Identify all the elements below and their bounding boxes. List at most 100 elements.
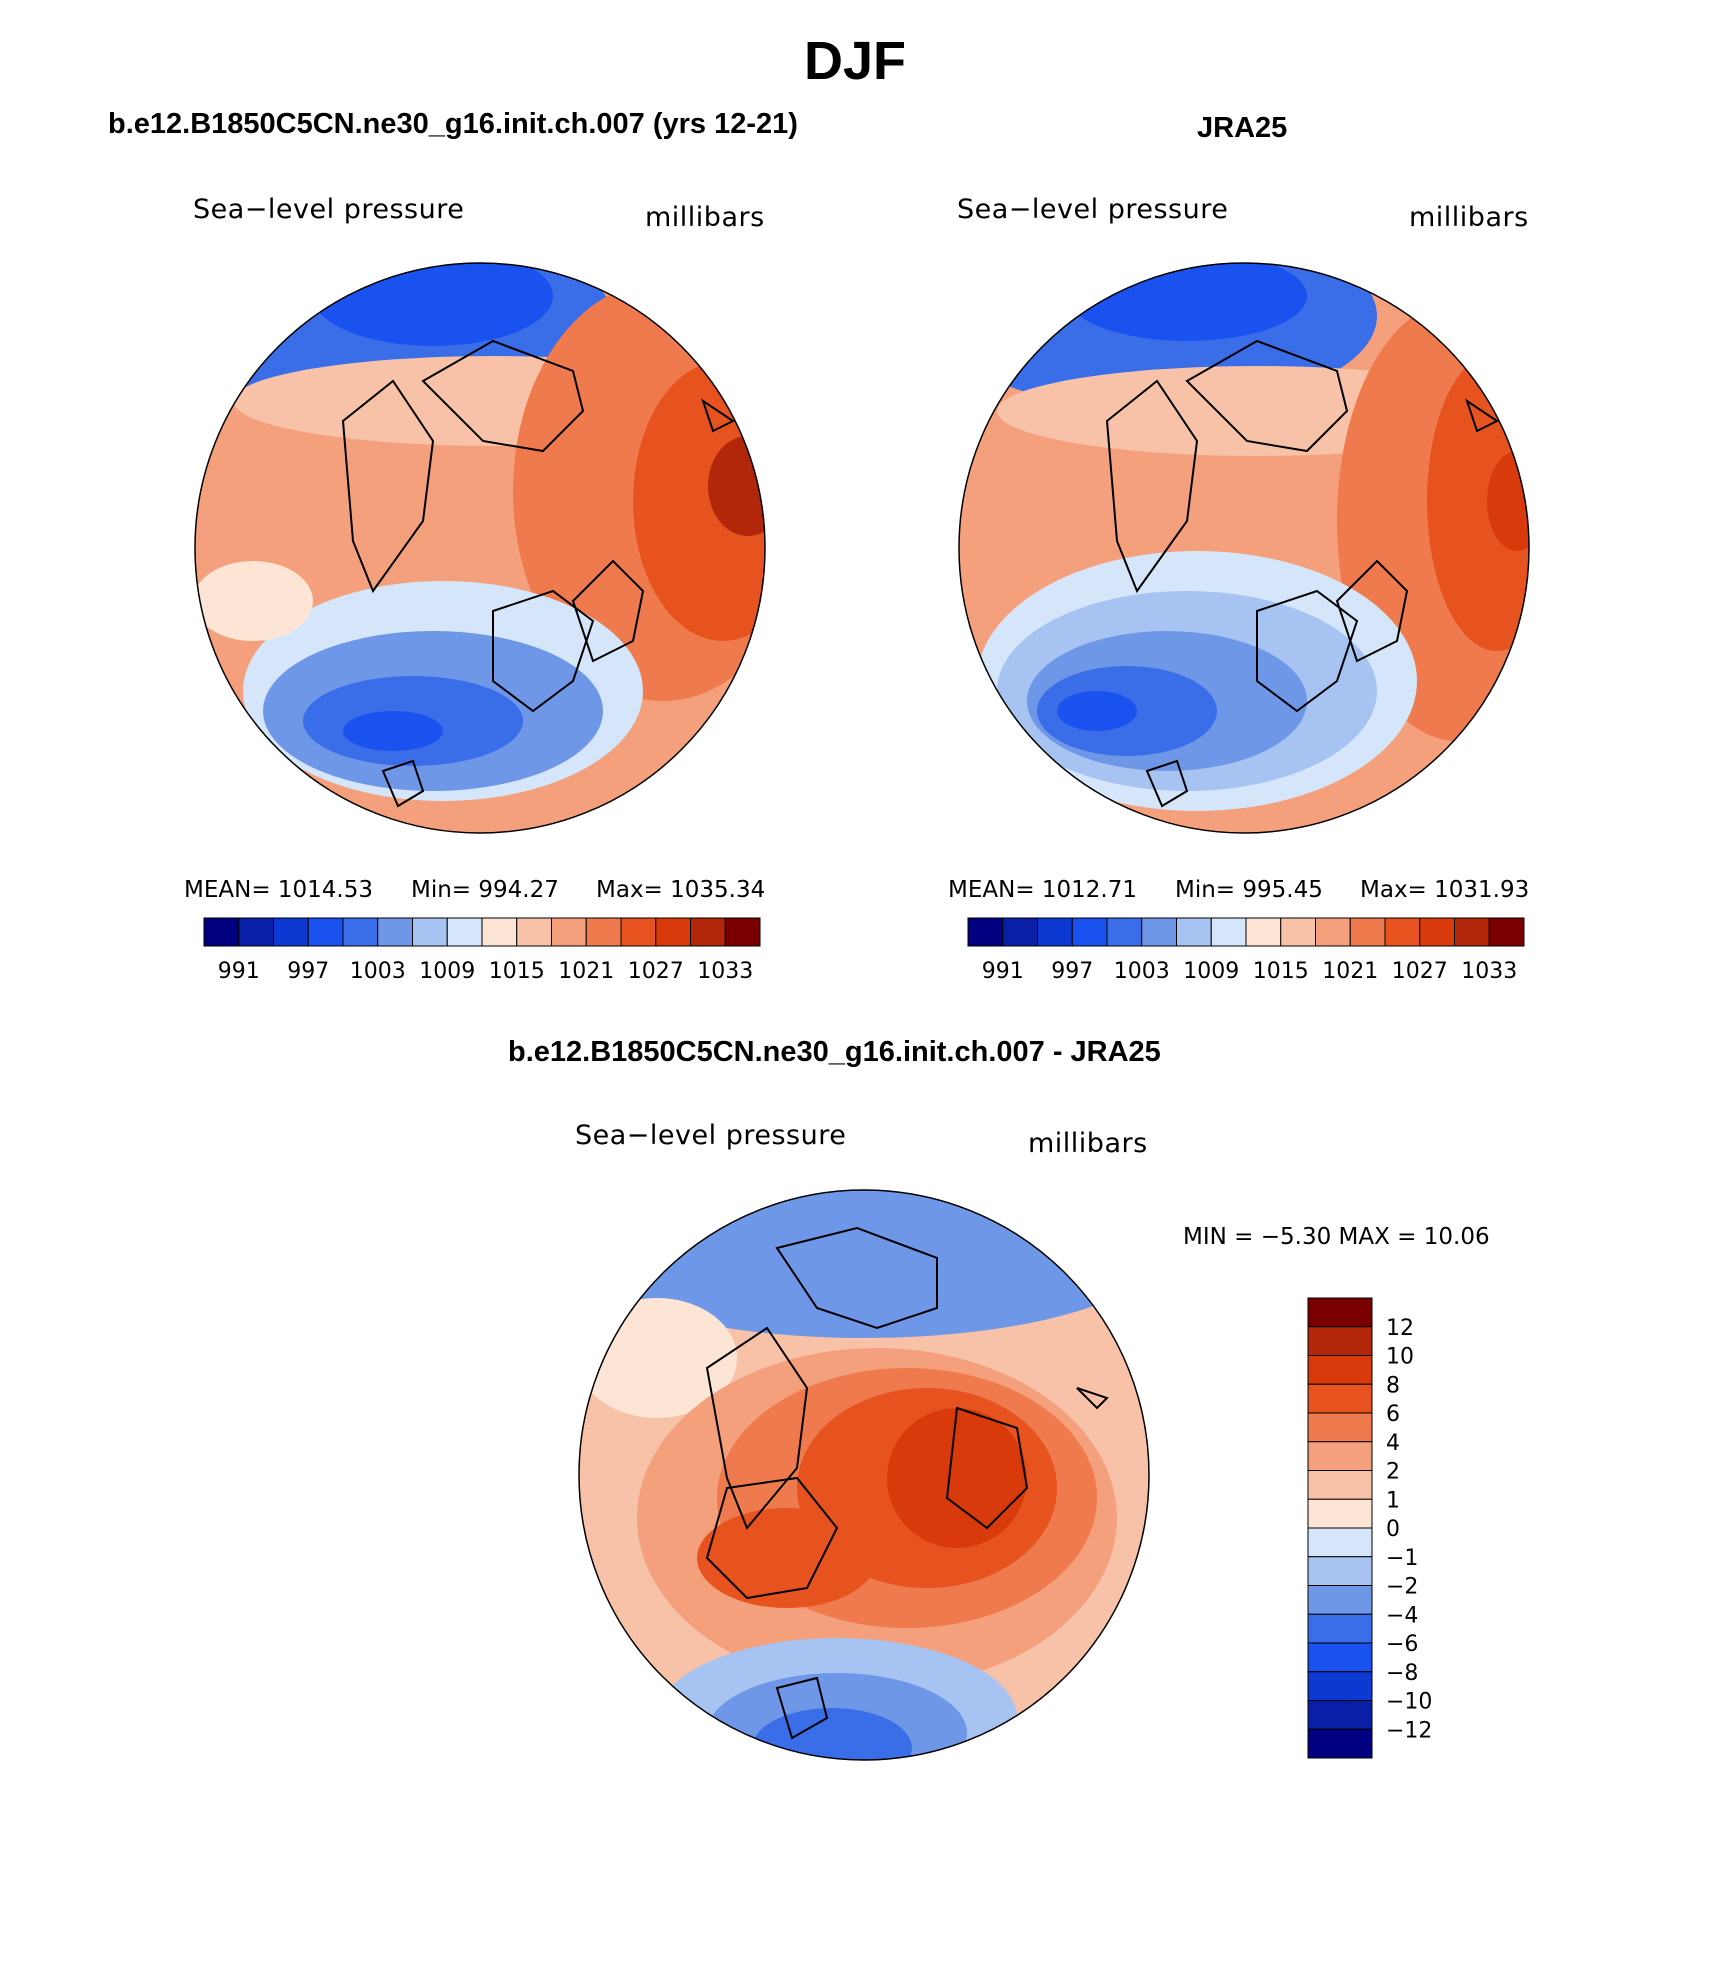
- obs-panel-title: JRA25: [1197, 112, 1288, 144]
- colorbar-tick-label: 1033: [1461, 959, 1517, 984]
- colorbar-tick-label: 991: [982, 959, 1024, 984]
- colorbar-swatch: [1307, 1728, 1373, 1759]
- diff-minmax-stat: MIN = −5.30 MAX = 10.06: [1183, 1224, 1490, 1250]
- model-mean-stat: MEAN= 1014.53: [184, 877, 374, 903]
- colorbar-tick-label: 12: [1386, 1316, 1414, 1341]
- colorbar-tick-label: −10: [1386, 1690, 1432, 1715]
- colorbar-swatch: [412, 917, 448, 947]
- colorbar-swatch: [1349, 917, 1386, 947]
- model-min-stat: Min= 994.27: [411, 877, 559, 903]
- colorbar-tick-label: 1021: [558, 959, 614, 984]
- diff-colorbar: [1307, 1297, 1373, 1759]
- colorbar-swatch: [620, 917, 657, 947]
- colorbar-swatch: [516, 917, 552, 947]
- colorbar-swatch: [203, 917, 240, 947]
- colorbar-tick-label: 1015: [1253, 959, 1309, 984]
- colorbar-swatch: [655, 917, 691, 947]
- colorbar-swatch: [307, 917, 344, 947]
- colorbar-swatch: [1307, 1470, 1373, 1500]
- colorbar-swatch: [481, 917, 518, 947]
- colorbar-tick-label: 1021: [1322, 959, 1378, 984]
- colorbar-tick-label: 1027: [1392, 959, 1448, 984]
- colorbar-swatch: [1307, 1412, 1373, 1443]
- colorbar-swatch: [551, 917, 587, 947]
- colorbar-swatch: [238, 917, 274, 947]
- colorbar-swatch: [1307, 1383, 1373, 1414]
- colorbar-swatch: [1454, 917, 1490, 947]
- colorbar-tick-label: −8: [1386, 1661, 1418, 1686]
- colorbar-tick-label: −6: [1386, 1632, 1418, 1657]
- colorbar-swatch: [1307, 1441, 1373, 1471]
- model-units-label: millibars: [645, 202, 765, 233]
- colorbar-tick-label: 1003: [350, 959, 406, 984]
- colorbar-swatch: [1307, 1671, 1373, 1701]
- page-title: DJF: [803, 31, 906, 91]
- model-colorbar: [203, 917, 761, 947]
- colorbar-tick-label: 1009: [419, 959, 475, 984]
- colorbar-swatch: [1106, 917, 1143, 947]
- diff-panel-title: b.e12.B1850C5CN.ne30_g16.init.ch.007 - J…: [508, 1036, 1161, 1068]
- colorbar-swatch: [1071, 917, 1108, 947]
- colorbar-swatch: [1141, 917, 1177, 947]
- colorbar-tick-label: 1: [1386, 1488, 1400, 1513]
- colorbar-swatch: [1307, 1585, 1373, 1615]
- colorbar-tick-label: −12: [1386, 1718, 1432, 1743]
- colorbar-swatch: [1307, 1498, 1373, 1529]
- colorbar-tick-label: 1015: [489, 959, 545, 984]
- colorbar-tick-label: −1: [1386, 1546, 1418, 1571]
- colorbar-swatch: [585, 917, 622, 947]
- colorbar-swatch: [1280, 917, 1316, 947]
- colorbar-swatch: [273, 917, 309, 947]
- colorbar-swatch: [1307, 1613, 1373, 1644]
- colorbar-swatch: [1245, 917, 1282, 947]
- obs-mean-stat: MEAN= 1012.71: [948, 877, 1138, 903]
- colorbar-tick-label: 2: [1386, 1460, 1400, 1485]
- obs-units-label: millibars: [1409, 202, 1529, 233]
- colorbar-tick-label: 1027: [628, 959, 684, 984]
- obs-colorbar-labels: 991 997 1003 1009 1015 1021 1027 1033: [982, 959, 1518, 984]
- colorbar-swatch: [1176, 917, 1212, 947]
- colorbar-tick-label: 0: [1386, 1517, 1400, 1542]
- colorbar-swatch: [1307, 1642, 1373, 1673]
- diff-polar-map: [578, 1189, 1150, 1761]
- colorbar-swatch: [1307, 1355, 1373, 1385]
- model-colorbar-labels: 991 997 1003 1009 1015 1021 1027 1033: [218, 959, 754, 984]
- obs-variable-label: Sea−level pressure: [957, 194, 1229, 225]
- diff-units-label: millibars: [1028, 1128, 1148, 1159]
- colorbar-swatch: [342, 917, 379, 947]
- colorbar-swatch: [1210, 917, 1247, 947]
- colorbar-swatch: [1307, 1326, 1373, 1356]
- colorbar-tick-label: 991: [218, 959, 260, 984]
- colorbar-swatch: [1037, 917, 1073, 947]
- model-polar-map: [194, 262, 766, 834]
- colorbar-swatch: [1307, 1527, 1373, 1558]
- colorbar-swatch: [1315, 917, 1351, 947]
- obs-min-stat: Min= 995.45: [1175, 877, 1323, 903]
- colorbar-swatch: [1307, 1556, 1373, 1586]
- colorbar-swatch: [1307, 1297, 1373, 1328]
- colorbar-swatch: [1419, 917, 1455, 947]
- colorbar-swatch: [1384, 917, 1421, 947]
- colorbar-swatch: [1488, 917, 1525, 947]
- colorbar-swatch: [1307, 1700, 1373, 1730]
- model-max-stat: Max= 1035.34: [596, 877, 766, 903]
- colorbar-tick-label: 1003: [1114, 959, 1170, 984]
- colorbar-swatch: [446, 917, 483, 947]
- obs-max-stat: Max= 1031.93: [1360, 877, 1530, 903]
- colorbar-tick-label: 6: [1386, 1402, 1400, 1427]
- colorbar-tick-label: 10: [1386, 1345, 1414, 1370]
- colorbar-tick-label: −4: [1386, 1603, 1418, 1628]
- colorbar-tick-label: −2: [1386, 1575, 1418, 1600]
- colorbar-swatch: [690, 917, 726, 947]
- colorbar-swatch: [724, 917, 761, 947]
- colorbar-tick-label: 1033: [697, 959, 753, 984]
- model-variable-label: Sea−level pressure: [193, 194, 465, 225]
- obs-colorbar: [967, 917, 1525, 947]
- colorbar-tick-label: 997: [1051, 959, 1093, 984]
- colorbar-tick-label: 1009: [1183, 959, 1239, 984]
- colorbar-swatch: [1002, 917, 1038, 947]
- colorbar-tick-label: 4: [1386, 1431, 1400, 1456]
- colorbar-tick-label: 997: [287, 959, 329, 984]
- diff-variable-label: Sea−level pressure: [575, 1120, 847, 1151]
